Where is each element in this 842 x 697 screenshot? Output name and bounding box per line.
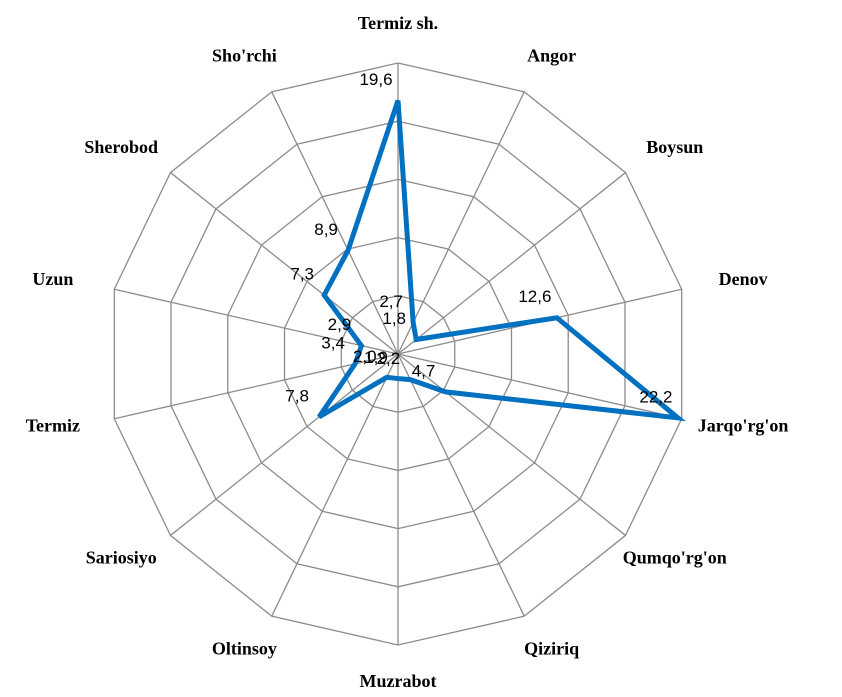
- category-label: Qiziriq: [524, 639, 579, 659]
- spoke: [170, 172, 399, 355]
- spoke: [271, 91, 399, 355]
- spoke: [397, 172, 626, 355]
- series-line: [317, 99, 686, 422]
- category-label: Termiz sh.: [358, 13, 438, 33]
- data-label: 19,6: [359, 70, 392, 89]
- category-label: Jarqo'rg'on: [698, 415, 789, 435]
- data-label: 12,6: [518, 287, 551, 306]
- spoke: [397, 353, 525, 617]
- data-label: 2,0: [353, 347, 377, 366]
- data-label: 8,9: [314, 220, 338, 239]
- category-label: Oltinsoy: [212, 639, 277, 659]
- spoke: [114, 353, 399, 420]
- data-label: 3,4: [321, 333, 345, 352]
- data-label: 22,2: [639, 387, 672, 406]
- spoke: [271, 353, 399, 617]
- data-label: 1,9: [364, 348, 388, 367]
- category-label: Angor: [527, 46, 576, 66]
- category-label: Termiz: [26, 415, 80, 435]
- category-label: Sherobod: [84, 137, 158, 157]
- category-label: Qumqo'rg'on: [623, 547, 727, 567]
- category-label: Denov: [719, 269, 768, 289]
- data-label: 2,2: [377, 349, 401, 368]
- spoke: [397, 91, 525, 355]
- spoke: [170, 353, 399, 536]
- spoke: [114, 288, 399, 355]
- data-label: 7,8: [285, 386, 309, 405]
- data-label: 1,8: [382, 309, 406, 328]
- data-label: 7,3: [290, 265, 314, 284]
- category-label: Muzrabot: [360, 671, 437, 691]
- category-label: Sho'rchi: [212, 46, 277, 66]
- category-label: Boysun: [646, 137, 703, 157]
- category-label: Uzun: [32, 269, 73, 289]
- spoke: [397, 353, 626, 536]
- data-label: 4,7: [412, 361, 436, 380]
- category-label: Sariosiyo: [86, 547, 157, 567]
- data-label: 2,7: [379, 292, 403, 311]
- spoke: [397, 353, 682, 420]
- data-label: 2,9: [328, 315, 352, 334]
